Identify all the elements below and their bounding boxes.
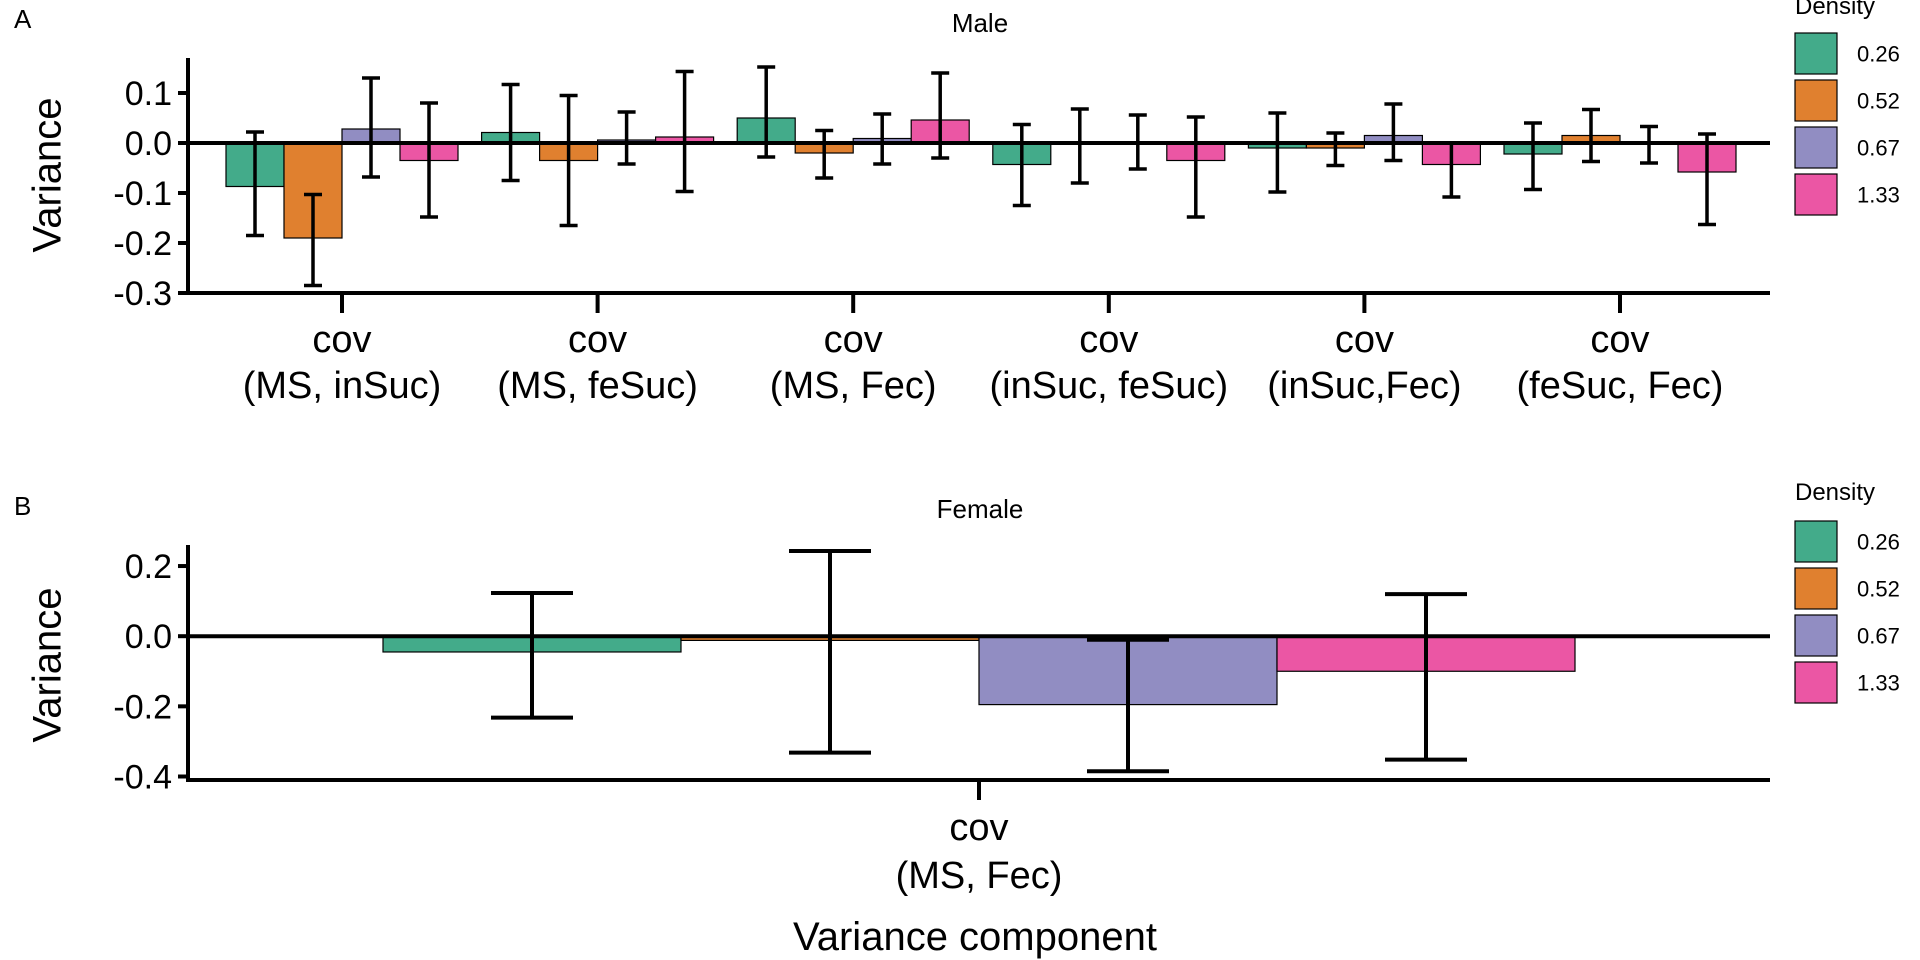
- error-bar-0.26-cat1: [501, 82, 520, 183]
- legend-title: Density: [1795, 479, 1875, 506]
- x-axis-title: Variance component: [793, 915, 1157, 959]
- legend-key-0.52: [1794, 567, 1838, 610]
- error-bar-0.26-cat0: [246, 130, 264, 238]
- error-bar-1.33-cat0: [1385, 592, 1467, 762]
- error-bar-0.26-cat5: [1524, 121, 1542, 192]
- legend-label-0.26: 0.26: [1857, 42, 1900, 67]
- x-tick-label-line: (MS, Fec): [770, 365, 937, 407]
- x-tick-label-line: (inSuc, feSuc): [989, 365, 1228, 407]
- error-bar-1.33-cat4: [1442, 141, 1461, 199]
- error-bar-0.26-cat4: [1268, 111, 1287, 194]
- error-bar-0.26-cat2: [757, 65, 776, 159]
- error-bar-0.67-cat3: [1128, 113, 1147, 171]
- y-tick-label: -0.1: [113, 175, 172, 213]
- legend-label-1.33: 1.33: [1857, 671, 1900, 696]
- panel-B: B Female Variance 0.2 0.0 -0.2 -0.4 cov (MS, Fec…: [14, 479, 1900, 897]
- legend-key-0.67: [1794, 126, 1838, 169]
- panel-letter: A: [14, 4, 32, 34]
- error-bar-0.52-cat1: [559, 93, 578, 228]
- x-tick-label: cov (inSuc,Fec): [1267, 319, 1461, 407]
- error-bar-1.33-cat2: [931, 71, 950, 160]
- error-bar-1.33-cat1: [675, 69, 694, 194]
- legend-label-0.26: 0.26: [1857, 530, 1900, 555]
- x-tick-label: cov (MS, Fec): [770, 319, 937, 407]
- x-tick-label-line: (inSuc,Fec): [1267, 365, 1461, 407]
- legend-key-0.52: [1794, 79, 1838, 122]
- y-tick-label: -0.3: [113, 275, 172, 313]
- legend-label-0.52: 0.52: [1857, 89, 1900, 114]
- legend-label-0.52: 0.52: [1857, 577, 1900, 602]
- error-bar-0.52-cat0: [789, 548, 871, 755]
- error-bar-0.52-cat4: [1326, 131, 1345, 168]
- error-bar-0.52-cat0: [304, 192, 322, 288]
- legend-title: Density: [1795, 0, 1875, 20]
- error-bar-1.33-cat3: [1186, 115, 1205, 219]
- error-bar-0.26-cat0: [491, 591, 573, 720]
- x-tick-label-line: cov: [1079, 319, 1138, 361]
- x-tick-label-line: cov: [824, 319, 883, 361]
- error-bar-0.67-cat4: [1384, 102, 1403, 163]
- error-bar-0.67-cat0: [362, 76, 380, 179]
- x-tick-label: cov (MS, inSuc): [243, 319, 441, 407]
- panel-letter: B: [14, 491, 31, 521]
- error-bar-0.67-cat0: [1087, 637, 1169, 774]
- error-bar-1.33-cat5: [1698, 132, 1716, 227]
- y-axis-title: Variance: [26, 588, 70, 743]
- x-tick-label: cov (MS, Fec): [896, 807, 1063, 897]
- x-tick-label: cov (MS, feSuc): [497, 319, 698, 407]
- x-tick-label: cov (feSuc, Fec): [1517, 319, 1724, 407]
- legend-key-1.33: [1794, 661, 1838, 704]
- x-tick-label-line: (MS, feSuc): [497, 365, 698, 407]
- legend-key-0.67: [1794, 614, 1838, 657]
- y-tick-label: 0.0: [125, 618, 172, 656]
- legend-key-1.33: [1794, 173, 1838, 216]
- y-tick-label: 0.2: [125, 548, 172, 586]
- error-bar-0.52-cat2: [815, 128, 834, 180]
- x-tick-label-line: cov: [1335, 319, 1394, 361]
- x-tick-label-line: cov: [312, 319, 371, 361]
- legend-key-0.26: [1794, 32, 1838, 75]
- x-tick-label-line: (feSuc, Fec): [1517, 365, 1724, 407]
- legend: Density 0.26 0.52 0.67 1.33: [1794, 0, 1900, 216]
- x-tick-label-line: cov: [1590, 319, 1649, 361]
- y-axis-title: Variance: [26, 98, 70, 253]
- error-bar-1.33-cat0: [420, 101, 438, 219]
- x-tick-label-line: (MS, inSuc): [243, 365, 441, 407]
- y-tick-label: -0.2: [113, 688, 172, 726]
- x-tick-label: cov (inSuc, feSuc): [989, 319, 1228, 407]
- error-bar-0.26-cat3: [1012, 122, 1031, 208]
- y-tick-label: 0.0: [125, 125, 172, 163]
- y-tick-label: 0.1: [125, 75, 172, 113]
- x-tick-label-line: cov: [949, 807, 1008, 849]
- error-bar-0.67-cat2: [873, 112, 892, 166]
- legend-label-1.33: 1.33: [1857, 183, 1900, 208]
- error-bar-0.52-cat5: [1582, 107, 1600, 164]
- y-tick-label: -0.2: [113, 225, 172, 263]
- legend: Density 0.26 0.52 0.67 1.33: [1794, 479, 1900, 704]
- y-tick-label: -0.4: [113, 758, 172, 796]
- error-bar-0.52-cat3: [1070, 107, 1089, 185]
- legend-label-0.67: 0.67: [1857, 136, 1900, 161]
- error-bar-0.67-cat1: [617, 110, 636, 166]
- x-tick-label-line: (MS, Fec): [896, 855, 1063, 897]
- legend-key-0.26: [1794, 520, 1838, 563]
- panel-title: Male: [952, 8, 1008, 38]
- panel-title: Female: [937, 494, 1024, 524]
- legend-label-0.67: 0.67: [1857, 624, 1900, 649]
- x-tick-label-line: cov: [568, 319, 627, 361]
- error-bar-0.67-cat5: [1640, 124, 1658, 165]
